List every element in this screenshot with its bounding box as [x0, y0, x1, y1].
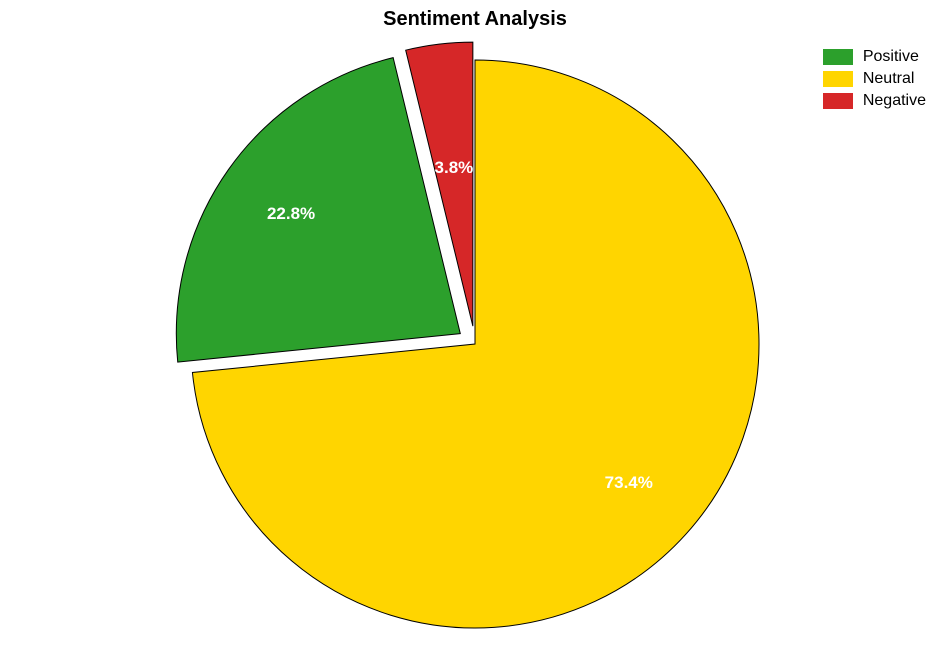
pie-chart-svg [0, 0, 950, 662]
legend-label: Positive [863, 48, 919, 66]
legend-item: Positive [823, 48, 926, 66]
legend-swatch [823, 49, 853, 65]
legend-item: Neutral [823, 70, 926, 88]
legend-swatch [823, 93, 853, 109]
legend-label: Neutral [863, 70, 915, 88]
legend-label: Negative [863, 92, 926, 110]
legend: Positive Neutral Negative [823, 48, 926, 114]
slice-label: 3.8% [435, 158, 474, 178]
pie-slice [176, 58, 460, 362]
legend-item: Negative [823, 92, 926, 110]
legend-swatch [823, 71, 853, 87]
chart-container: Sentiment Analysis 73.4%22.8%3.8% Positi… [0, 0, 950, 662]
slice-label: 22.8% [267, 204, 315, 224]
slice-label: 73.4% [605, 473, 653, 493]
